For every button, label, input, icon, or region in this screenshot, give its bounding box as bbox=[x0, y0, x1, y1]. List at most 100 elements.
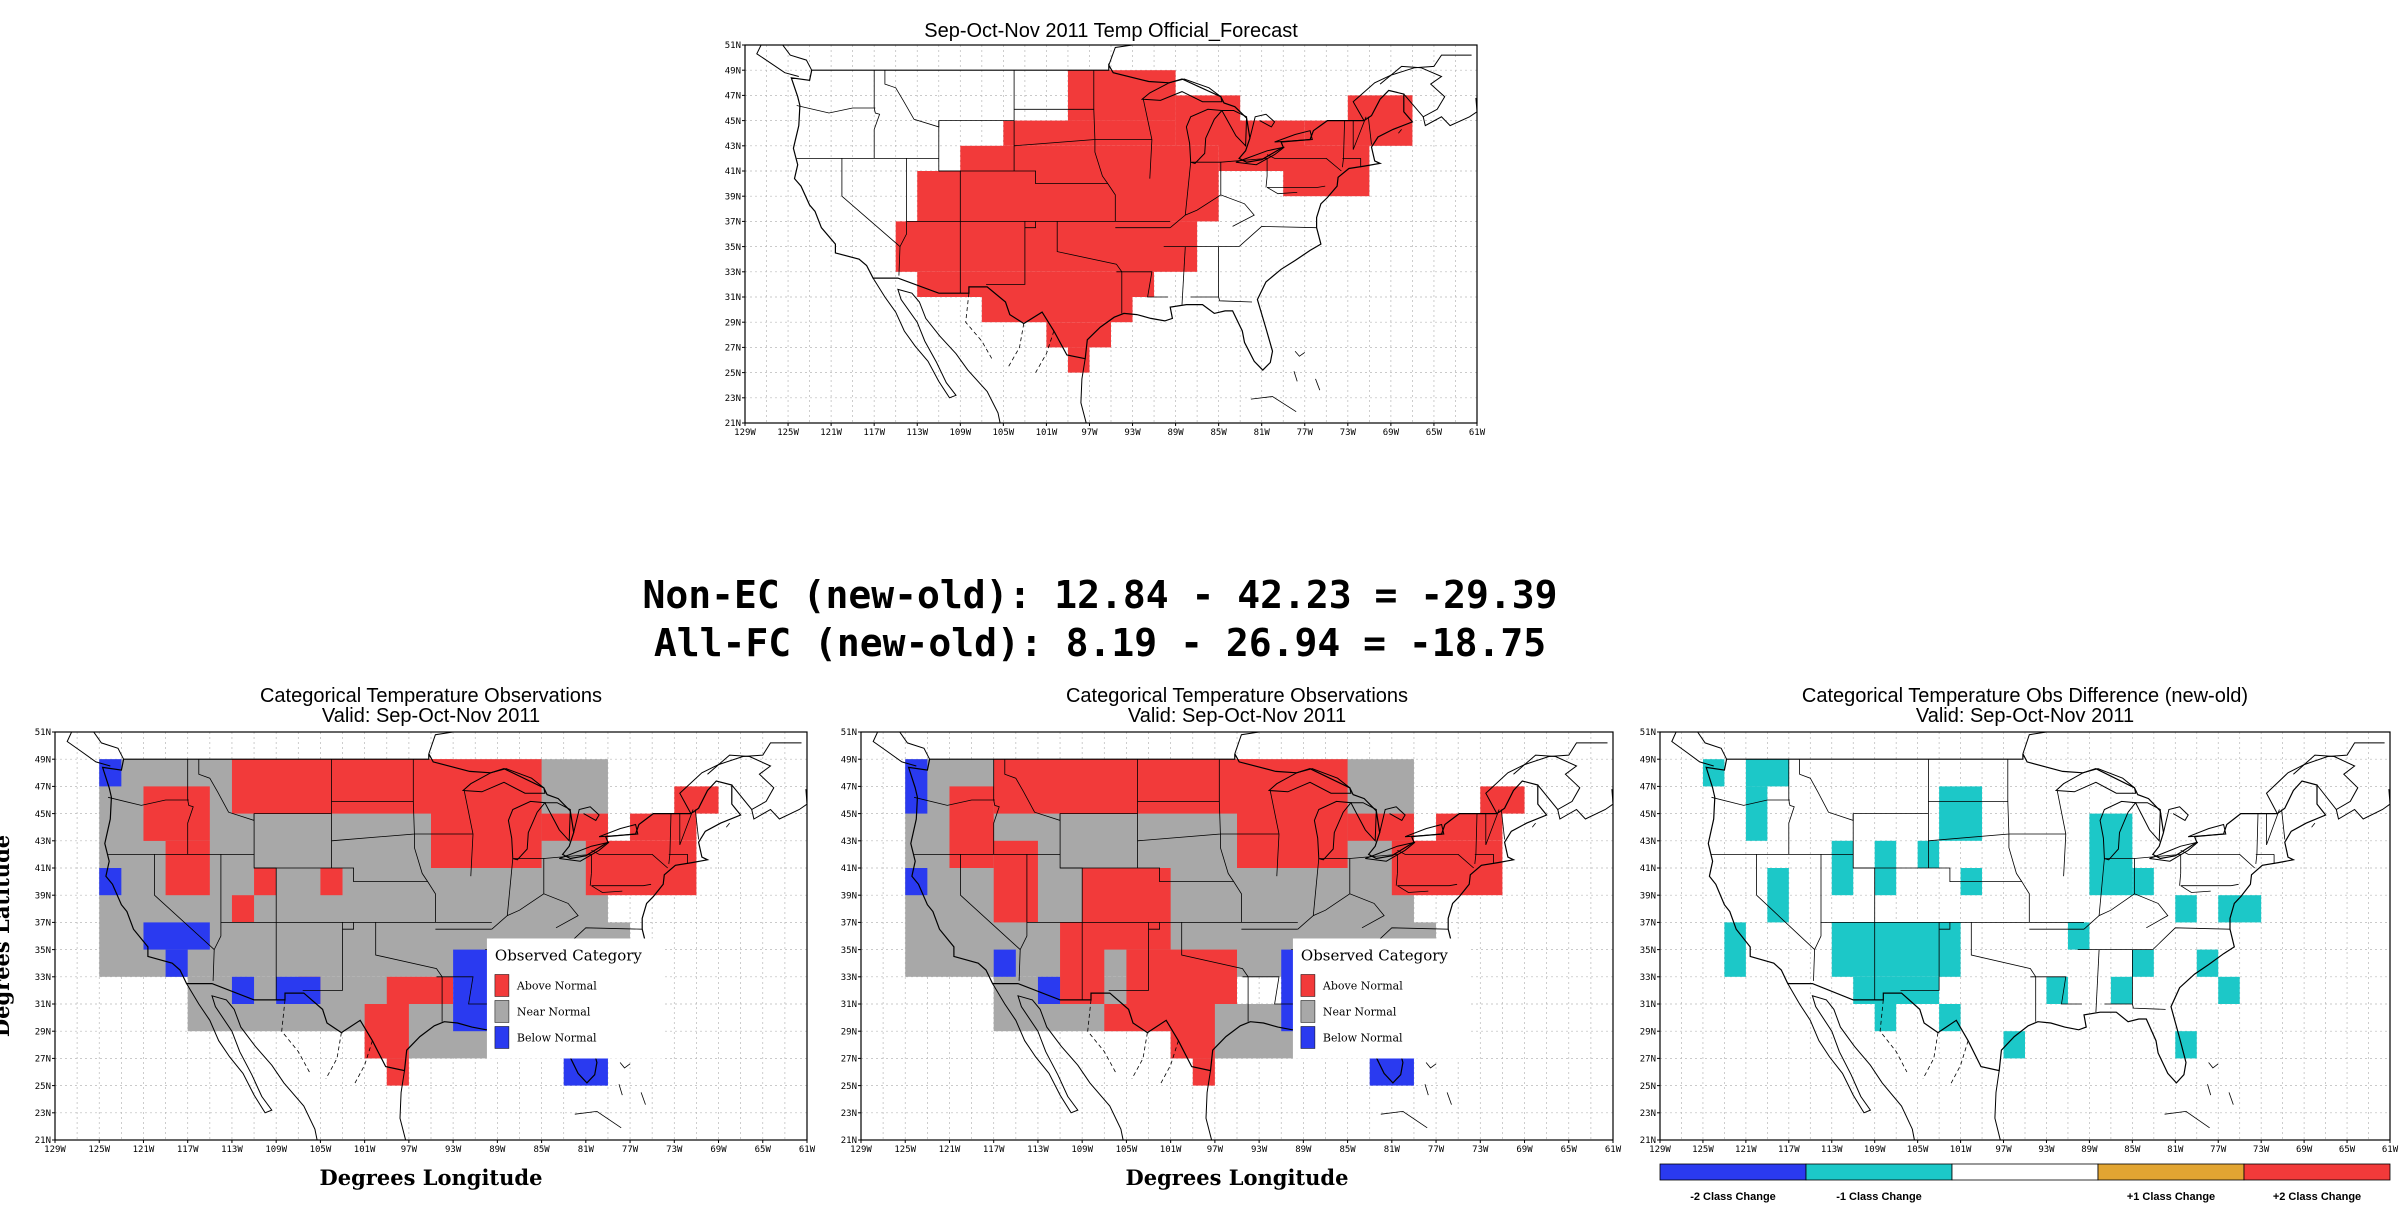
canada-coast-1 bbox=[573, 806, 600, 833]
canada-coast-6 bbox=[899, 732, 931, 760]
great-lake-4 bbox=[1404, 823, 1445, 838]
difference-colorbar: -2 Class Change -1 Class Change +1 Class C… bbox=[1659, 1163, 2391, 1203]
canada-coast-7 bbox=[872, 732, 917, 767]
cell--1-class-change-9 bbox=[1724, 922, 1746, 977]
state-border-37 bbox=[1367, 116, 1372, 145]
cell-below-normal-2 bbox=[143, 922, 210, 950]
state-border-12 bbox=[1056, 221, 1123, 314]
lat-tick-label: 29N bbox=[841, 1027, 857, 1037]
state-border-1 bbox=[914, 796, 995, 806]
lon-tick-label: 65W bbox=[1426, 428, 1443, 438]
island-3 bbox=[1380, 1110, 1428, 1129]
state-border-16 bbox=[2008, 834, 2023, 882]
state-border-31 bbox=[1397, 883, 1458, 887]
cell--1-class-change-22 bbox=[2218, 976, 2240, 1004]
lon-tick-label: 109W bbox=[1071, 1145, 1093, 1155]
lat-tick-label: 27N bbox=[841, 1055, 857, 1065]
lat-tick-label: 31N bbox=[1640, 1000, 1656, 1010]
state-border-11 bbox=[1108, 922, 1149, 991]
cell--1-class-change-25 bbox=[2132, 949, 2154, 977]
mexico-border-2 bbox=[1949, 1040, 1969, 1086]
state-border-3 bbox=[154, 854, 215, 950]
mexico-gulf-coast bbox=[399, 1070, 407, 1140]
lon-tick-label: 129W bbox=[1649, 1145, 1671, 1155]
state-border-17 bbox=[1142, 99, 1153, 179]
state-border-16 bbox=[1220, 834, 1235, 882]
mexico-border-0 bbox=[1087, 999, 1116, 1073]
score-line-2: All-FC (new-old): 8.19 - 26.94 = -18.75 bbox=[654, 621, 1546, 665]
great-lake-3 bbox=[2149, 841, 2199, 862]
state-border-29 bbox=[543, 853, 592, 874]
state-border-29 bbox=[1349, 853, 1398, 874]
state-border-37 bbox=[1500, 809, 1505, 840]
lon-tick-label: 125W bbox=[777, 428, 799, 438]
canada-coast-0 bbox=[1108, 45, 1133, 66]
lon-tick-label: 121W bbox=[820, 428, 842, 438]
canada-coast-0 bbox=[2022, 732, 2047, 754]
lon-tick-label: 105W bbox=[310, 1145, 332, 1155]
lat-tick-label: 43N bbox=[725, 142, 741, 152]
state-border-33 bbox=[1266, 187, 1298, 195]
lat-tick-label: 41N bbox=[725, 167, 741, 177]
map-panel-3: 51N 49N 47N 45N 43N 41N 39N 37N 35N 33N 31N 29N 27N 2… bbox=[841, 685, 1622, 1190]
island-3 bbox=[574, 1110, 622, 1129]
state-border-27 bbox=[1312, 858, 1320, 916]
legend-item-label: Near Normal bbox=[1323, 1005, 1397, 1018]
state-border-17 bbox=[2056, 790, 2067, 877]
lat-tick-label: 27N bbox=[35, 1055, 51, 1065]
lat-tick-label: 49N bbox=[725, 66, 741, 76]
cell-below-normal-3 bbox=[165, 949, 188, 977]
state-border-12 bbox=[375, 922, 443, 1022]
cell-above-normal-3 bbox=[917, 171, 1219, 222]
cell--1-class-change-18 bbox=[2132, 868, 2154, 896]
mexico-coast bbox=[992, 983, 1124, 1140]
lon-tick-label: 65W bbox=[1561, 1145, 1578, 1155]
canada-coast-7 bbox=[1671, 732, 1714, 767]
map-panel-4: 51N 49N 47N 45N 43N 41N 39N 37N 35N 33N 31N 29N 27N 2… bbox=[1640, 685, 2399, 1155]
lon-tick-label: 73W bbox=[2253, 1145, 2270, 1155]
state-border-25 bbox=[2152, 927, 2231, 950]
lon-tick-label: 105W bbox=[993, 428, 1015, 438]
lat-tick-label: 35N bbox=[1640, 946, 1656, 956]
lat-tick-label: 21N bbox=[841, 1136, 857, 1146]
mexico-border-1 bbox=[1008, 323, 1025, 367]
lat-tick-label: 33N bbox=[841, 973, 857, 983]
lat-tick-label: 37N bbox=[841, 919, 857, 929]
lon-tick-label: 113W bbox=[1027, 1145, 1049, 1155]
cell--1-class-change-2 bbox=[1745, 786, 1768, 841]
cell--1-class-change-21 bbox=[2196, 949, 2219, 977]
state-border-37 bbox=[694, 809, 699, 840]
lon-tick-label: 89W bbox=[1167, 428, 1184, 438]
cell-above-normal-7 bbox=[1046, 322, 1111, 348]
lon-tick-label: 89W bbox=[489, 1145, 506, 1155]
lat-tick-label: 51N bbox=[841, 728, 857, 738]
cell--1-class-change-10 bbox=[1831, 922, 1961, 977]
mexico-coast bbox=[186, 983, 318, 1140]
cell-above-normal-13 bbox=[364, 1004, 409, 1059]
cell--1-class-change-19 bbox=[2175, 895, 2197, 923]
panel-title: Categorical Temperature Observations bbox=[1066, 685, 1408, 707]
lon-tick-label: 65W bbox=[755, 1145, 772, 1155]
lat-tick-label: 47N bbox=[841, 783, 857, 793]
legend: Observed Category Above Normal Near Normal… bbox=[486, 938, 665, 1059]
state-border-20 bbox=[2030, 976, 2082, 1005]
island-4 bbox=[725, 822, 730, 828]
cell--1-class-change-12 bbox=[1874, 1004, 1897, 1032]
lon-tick-label: 117W bbox=[1778, 1145, 1800, 1155]
cell--1-class-change-15 bbox=[2046, 976, 2068, 1004]
legend-title: Observed Category bbox=[1301, 946, 1448, 964]
state-border-20 bbox=[1242, 976, 1296, 1005]
mexico-coast bbox=[1787, 983, 1915, 1140]
lon-tick-label: 121W bbox=[939, 1145, 961, 1155]
state-border-0 bbox=[187, 759, 194, 855]
panel-title: Categorical Temperature Obs Difference (… bbox=[1802, 685, 2248, 707]
mexico-border-0 bbox=[1879, 999, 1908, 1073]
lon-tick-label: 129W bbox=[44, 1145, 66, 1155]
island-2 bbox=[1315, 378, 1321, 391]
lon-tick-label: 113W bbox=[906, 428, 928, 438]
state-border-30 bbox=[591, 849, 668, 869]
lat-tick-label: 51N bbox=[35, 728, 51, 738]
canada-coast-2 bbox=[707, 754, 775, 811]
legend-item-label: Above Normal bbox=[1322, 979, 1403, 992]
island-4 bbox=[2311, 822, 2316, 828]
